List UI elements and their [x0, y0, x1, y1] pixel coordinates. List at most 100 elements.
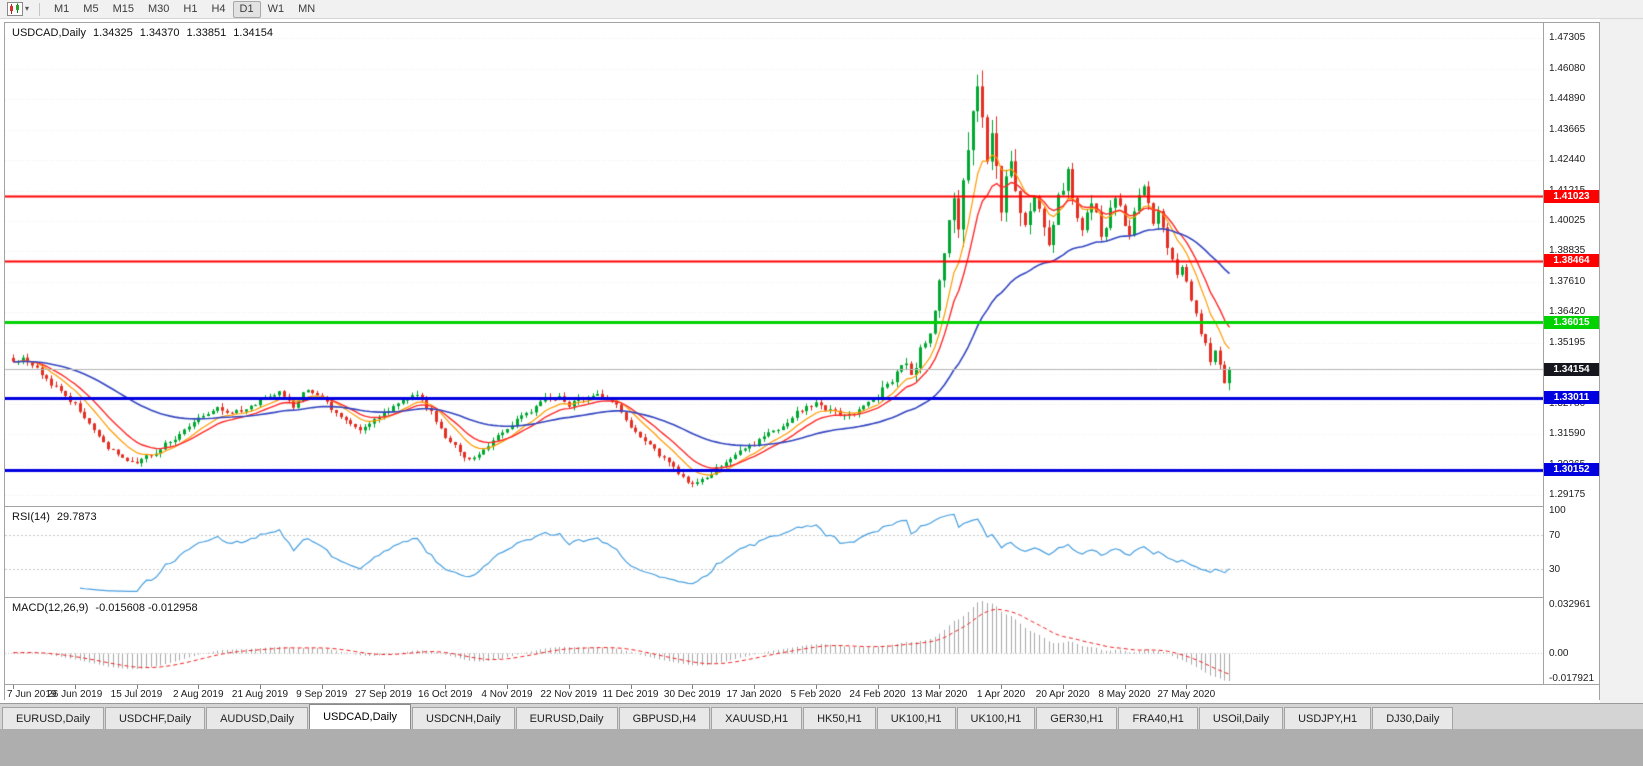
chart-tab-fra40-h1[interactable]: FRA40,H1 — [1118, 707, 1198, 729]
timeframe-button-h4[interactable]: H4 — [211, 2, 226, 15]
time-tick-label: 26 Jun 2019 — [47, 689, 103, 700]
panel-splitter — [5, 684, 1599, 685]
price-axis-divider — [1543, 23, 1544, 684]
time-tick-label: 17 Jan 2020 — [726, 689, 782, 700]
time-tick-label: 24 Feb 2020 — [849, 689, 906, 700]
close-value: 1.34154 — [233, 27, 274, 39]
time-tick-label: 20 Apr 2020 — [1035, 689, 1090, 700]
time-tick-label: 27 Sep 2019 — [355, 689, 412, 700]
chart-tab-gbpusd-h4[interactable]: GBPUSD,H4 — [618, 707, 711, 729]
macd-chart-canvas[interactable] — [5, 598, 1543, 684]
chart-tab-bar: EURUSD,Daily USDCHF,Daily AUDUSD,Daily USDC… — [0, 703, 1643, 729]
chart-tab-usdcnh-daily[interactable]: USDCNH,Daily — [412, 707, 515, 729]
price-line-badge: 1.33011 — [1544, 391, 1599, 405]
time-tick-label: 21 Aug 2019 — [231, 689, 289, 700]
timeframe-button-m1[interactable]: M1 — [54, 2, 70, 15]
right-gutter — [1600, 19, 1643, 703]
panel-splitter[interactable] — [5, 506, 1599, 507]
time-tick-label: 22 Nov 2019 — [540, 689, 598, 700]
macd-indicator-label: MACD(12,26,9) — [12, 602, 89, 614]
macd-tick-label: 0.00 — [1549, 647, 1569, 659]
timeframe-button-d1[interactable]: D1 — [232, 0, 261, 18]
rsi-tick-label: 70 — [1549, 530, 1561, 542]
chart-tab-usdcad-daily[interactable]: USDCAD,Daily — [309, 704, 412, 729]
macd-tick-label: 0.032961 — [1549, 599, 1591, 610]
chart-tab-uk100-h1[interactable]: UK100,H1 — [876, 707, 956, 729]
rsi-chart-canvas[interactable] — [5, 507, 1543, 597]
price-tick-label: 1.35195 — [1549, 336, 1586, 348]
price-tick-label: 1.31590 — [1549, 427, 1586, 439]
chevron-down-icon: ▾ — [25, 4, 30, 13]
chart-tab-ger30-h1[interactable]: GER30,H1 — [1036, 707, 1118, 729]
panel-splitter[interactable] — [5, 597, 1599, 598]
price-tick-label: 1.38835 — [1549, 245, 1586, 257]
price-line-badge: 1.41023 — [1544, 189, 1599, 203]
time-tick — [322, 685, 323, 689]
chart-tab-dj30-daily[interactable]: DJ30,Daily — [1372, 707, 1454, 729]
time-tick — [816, 685, 817, 689]
macd-panel-header: MACD(12,26,9) -0.015608 -0.012958 — [12, 602, 198, 614]
price-axis[interactable]: 1.473051.460801.448901.436651.424401.412… — [1544, 23, 1599, 684]
time-tick-label: 9 Sep 2019 — [296, 689, 348, 700]
price-chart-canvas[interactable] — [5, 23, 1543, 506]
time-tick — [75, 685, 76, 689]
chart-type-button[interactable]: ▾ — [4, 1, 32, 18]
macd-tick-label: -0.017921 — [1549, 673, 1595, 684]
time-axis[interactable]: 7 Jun 2019 26 Jun 2019 15 Jul 2019 2 Aug 20… — [5, 685, 1599, 700]
timeframe-button-m30[interactable]: M30 — [147, 2, 170, 15]
chart-tab-hk50-h1[interactable]: HK50,H1 — [803, 707, 876, 729]
price-tick-label: 1.37610 — [1549, 276, 1586, 288]
top-toolbar: ▾ M1 M5 M15 M30 H1 H4 D1 W1 MN — [0, 0, 1643, 19]
time-tick — [260, 685, 261, 689]
low-value: 1.33851 — [186, 27, 227, 39]
time-tick — [939, 685, 940, 689]
chart-frame: USDCAD,Daily 1.34325 1.34370 1.33851 1.3… — [4, 22, 1600, 700]
price-tick-label: 1.47305 — [1549, 31, 1586, 43]
symbol-period-label: USDCAD,Daily — [12, 27, 86, 39]
chart-tab-usdjpy-h1[interactable]: USDJPY,H1 — [1284, 707, 1372, 729]
chart-tab-eurusd-daily[interactable]: EURUSD,Daily — [2, 707, 104, 729]
open-value: 1.34325 — [92, 27, 133, 39]
time-tick-label: 30 Dec 2019 — [663, 689, 721, 700]
chart-tab-eurusd-daily[interactable]: EURUSD,Daily — [515, 707, 618, 729]
price-line-badge: 1.38464 — [1544, 254, 1599, 268]
window-bottom-strip — [0, 729, 1643, 766]
timeframe-button-m5[interactable]: M5 — [83, 2, 99, 15]
chart-window: USDCAD,Daily 1.34325 1.34370 1.33851 1.3… — [0, 19, 1643, 703]
time-tick-label: 27 May 2020 — [1157, 689, 1216, 700]
timeframe-toolbar: M1 M5 M15 M30 H1 H4 D1 W1 MN — [47, 0, 322, 18]
time-tick-label: 5 Feb 2020 — [790, 689, 842, 700]
price-tick-label: 1.46080 — [1549, 62, 1586, 74]
time-tick — [569, 685, 570, 689]
time-tick-label: 4 Nov 2019 — [481, 689, 533, 700]
time-tick — [1063, 685, 1064, 689]
time-tick — [445, 685, 446, 689]
price-tick-label: 1.43665 — [1549, 123, 1586, 135]
timeframe-button-mn[interactable]: MN — [298, 2, 316, 15]
rsi-panel: RSI(14) 29.7873 — [5, 507, 1543, 597]
time-tick-label: 11 Dec 2019 — [602, 689, 659, 700]
price-tick-label: 1.40025 — [1549, 215, 1586, 227]
time-tick-label: 16 Oct 2019 — [418, 689, 473, 700]
chart-tab-uk100-h1[interactable]: UK100,H1 — [956, 707, 1036, 729]
timeframe-button-h1[interactable]: H1 — [183, 2, 198, 15]
chart-tab-usoil-daily[interactable]: USOil,Daily — [1198, 707, 1284, 729]
time-tick — [1186, 685, 1187, 689]
time-tick — [692, 685, 693, 689]
time-tick-label: 15 Jul 2019 — [110, 689, 163, 700]
toolbar-separator — [39, 2, 41, 16]
price-line-badge: 1.36015 — [1544, 315, 1599, 329]
chart-tab-audusd-daily[interactable]: AUDUSD,Daily — [206, 707, 309, 729]
time-tick — [198, 685, 199, 689]
chart-tab-usdchf-daily[interactable]: USDCHF,Daily — [104, 707, 206, 729]
price-tick-label: 1.42440 — [1549, 154, 1586, 166]
chart-tab-xauusd-h1[interactable]: XAUUSD,H1 — [711, 707, 803, 729]
time-tick — [1001, 685, 1002, 689]
timeframe-button-m15[interactable]: M15 — [112, 2, 134, 15]
timeframe-button-w1[interactable]: W1 — [267, 2, 285, 15]
macd-indicator-value: -0.015608 -0.012958 — [95, 602, 198, 614]
time-tick — [137, 685, 138, 689]
time-tick-label: 13 Mar 2020 — [911, 689, 968, 700]
rsi-tick-label: 30 — [1549, 563, 1561, 575]
